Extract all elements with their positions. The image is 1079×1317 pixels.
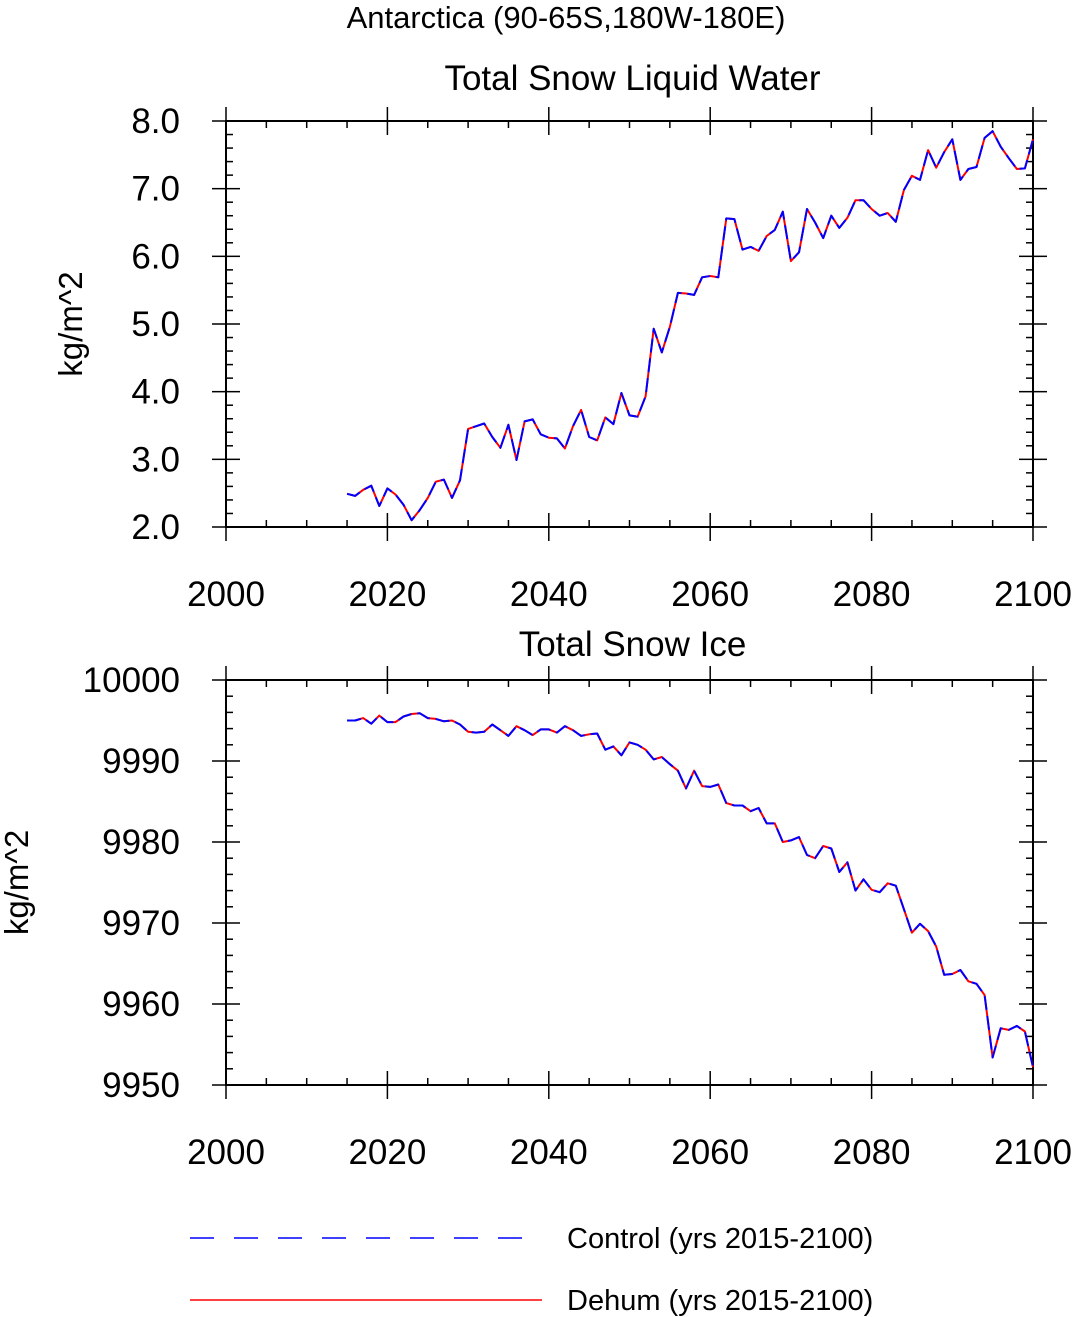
y-axis-label: kg/m^2	[0, 830, 35, 935]
x-tick-label: 2060	[671, 575, 749, 614]
y-tick-label: 4.0	[131, 373, 180, 412]
y-tick-label: 7.0	[131, 170, 180, 209]
panel-title: Total Snow Ice	[519, 625, 747, 664]
series-line-control	[347, 712, 1034, 1068]
y-tick-label: 3.0	[131, 440, 180, 479]
x-tick-label: 2080	[833, 575, 911, 614]
x-tick-label: 2080	[833, 1133, 911, 1172]
y-tick-label: 2.0	[131, 508, 180, 547]
y-tick-label: 6.0	[131, 237, 180, 276]
y-tick-label: 10000	[83, 661, 180, 700]
series-line-control	[346, 130, 1034, 522]
panel-snow-ice: Total Snow Ice kg/m^2 2000 2020 2040 2060 2080…	[0, 625, 1072, 1172]
x-tick-label: 2100	[994, 575, 1072, 614]
legend-label-control: Control (yrs 2015-2100)	[567, 1223, 873, 1255]
y-tick-label: 9950	[102, 1066, 180, 1105]
panel-title: Total Snow Liquid Water	[444, 59, 820, 98]
y-axis-label: kg/m^2	[52, 271, 89, 376]
x-tick-label: 2040	[510, 575, 588, 614]
plot-frame	[225, 120, 1034, 528]
series-line-dehum	[347, 712, 1034, 1068]
figure-title: Antarctica (90-65S,180W-180E)	[347, 0, 786, 35]
x-tick-label: 2100	[994, 1133, 1072, 1172]
y-tick-label: 5.0	[131, 305, 180, 344]
plot-frame	[225, 679, 1034, 1086]
x-tick-label: 2060	[671, 1133, 749, 1172]
legend-label-dehum: Dehum (yrs 2015-2100)	[567, 1285, 873, 1317]
y-tick-label: 9980	[102, 823, 180, 862]
x-tick-label: 2000	[187, 1133, 265, 1172]
y-tick-label: 9960	[102, 985, 180, 1024]
x-tick-label: 2040	[510, 1133, 588, 1172]
y-tick-label: 9970	[102, 904, 180, 943]
panel-snow-liquid-water: Total Snow Liquid Water kg/m^2 2000 2020 204…	[52, 59, 1072, 614]
y-tick-label: 9990	[102, 742, 180, 781]
y-tick-label: 8.0	[131, 102, 180, 141]
x-tick-label: 2000	[187, 575, 265, 614]
x-tick-label: 2020	[348, 1133, 426, 1172]
legend: Control (yrs 2015-2100) Dehum (yrs 2015-…	[190, 1223, 873, 1317]
series-line-dehum	[346, 130, 1034, 522]
x-tick-label: 2020	[348, 575, 426, 614]
